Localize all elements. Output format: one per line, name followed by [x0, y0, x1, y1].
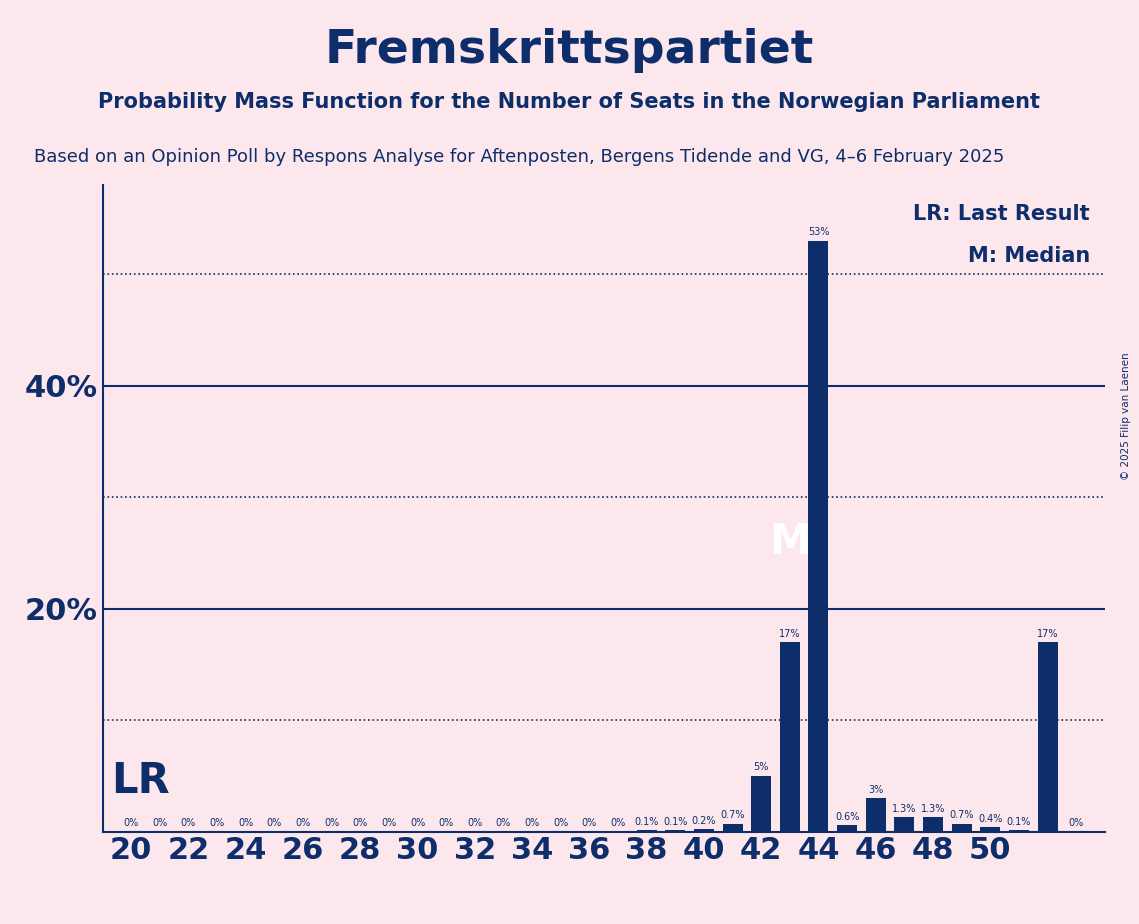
Text: 0%: 0%	[467, 819, 483, 828]
Text: 0.6%: 0.6%	[835, 811, 859, 821]
Bar	[866, 798, 886, 832]
Text: © 2025 Filip van Laenen: © 2025 Filip van Laenen	[1121, 352, 1131, 480]
Text: Fremskrittspartiet: Fremskrittspartiet	[325, 28, 814, 73]
Bar	[1009, 831, 1029, 832]
Text: 0%: 0%	[238, 819, 253, 828]
Bar	[694, 830, 714, 832]
Text: 0%: 0%	[382, 819, 396, 828]
Bar	[1038, 642, 1058, 832]
Bar	[751, 776, 771, 832]
Bar	[981, 827, 1000, 832]
Text: 0%: 0%	[323, 819, 339, 828]
Text: 0%: 0%	[210, 819, 224, 828]
Text: 1.3%: 1.3%	[920, 804, 945, 814]
Text: 0%: 0%	[524, 819, 540, 828]
Text: 0.2%: 0.2%	[691, 816, 716, 826]
Text: M: Median: M: Median	[967, 246, 1090, 266]
Bar	[894, 817, 915, 832]
Text: 3%: 3%	[868, 784, 884, 795]
Text: 0%: 0%	[582, 819, 597, 828]
Text: 0%: 0%	[295, 819, 311, 828]
Text: M: M	[769, 520, 811, 563]
Text: 0%: 0%	[153, 819, 167, 828]
Text: 0%: 0%	[123, 819, 139, 828]
Text: 53%: 53%	[808, 227, 829, 237]
Text: 0%: 0%	[181, 819, 196, 828]
Text: LR: Last Result: LR: Last Result	[913, 204, 1090, 225]
Text: 0.4%: 0.4%	[978, 814, 1002, 824]
Text: 17%: 17%	[779, 628, 801, 638]
Text: 0%: 0%	[410, 819, 425, 828]
Text: 0.7%: 0.7%	[950, 810, 974, 821]
Bar	[637, 831, 657, 832]
Text: 0.1%: 0.1%	[634, 817, 658, 827]
Text: Probability Mass Function for the Number of Seats in the Norwegian Parliament: Probability Mass Function for the Number…	[98, 92, 1041, 113]
Bar	[951, 824, 972, 832]
Text: Based on an Opinion Poll by Respons Analyse for Aftenposten, Bergens Tidende and: Based on an Opinion Poll by Respons Anal…	[34, 148, 1005, 165]
Text: LR: LR	[112, 760, 170, 802]
Text: 0%: 0%	[353, 819, 368, 828]
Text: 5%: 5%	[754, 762, 769, 772]
Text: 0.7%: 0.7%	[720, 810, 745, 821]
Bar	[722, 824, 743, 832]
Text: 0%: 0%	[554, 819, 568, 828]
Text: 0%: 0%	[267, 819, 282, 828]
Text: 0%: 0%	[1068, 819, 1084, 828]
Text: 0%: 0%	[611, 819, 625, 828]
Text: 17%: 17%	[1036, 628, 1058, 638]
Bar	[837, 825, 858, 832]
Text: 0%: 0%	[495, 819, 511, 828]
Text: 1.3%: 1.3%	[892, 804, 917, 814]
Text: 0.1%: 0.1%	[1007, 817, 1031, 827]
Bar	[809, 240, 828, 832]
Bar	[923, 817, 943, 832]
Bar	[665, 831, 686, 832]
Bar	[780, 642, 800, 832]
Text: 0%: 0%	[439, 819, 453, 828]
Text: 0.1%: 0.1%	[663, 817, 688, 827]
